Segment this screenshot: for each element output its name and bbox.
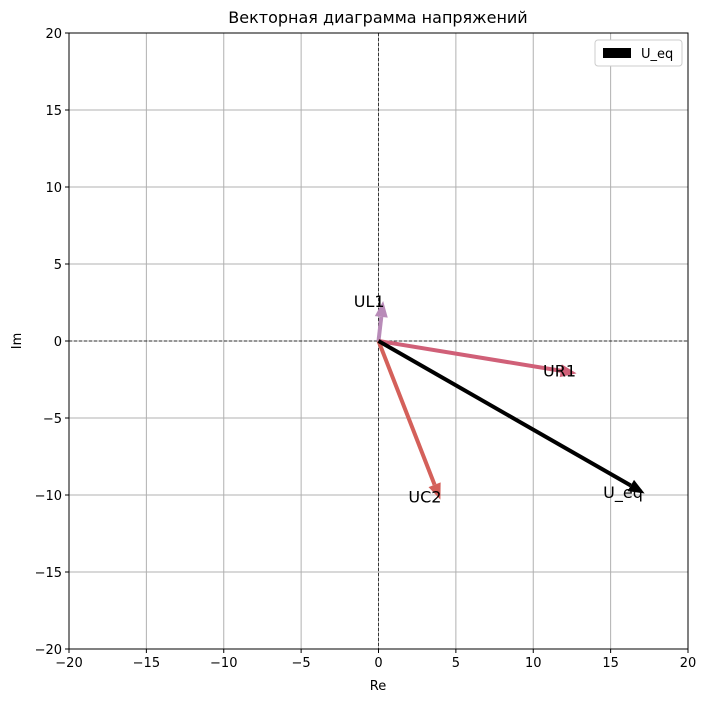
legend: U_eq: [594, 39, 683, 67]
vector-uc2: [376, 340, 441, 500]
vector-u-eq: [377, 339, 645, 494]
vector-ur1: [378, 339, 577, 378]
vector-arrowhead: [559, 364, 577, 378]
x-tick-label: 5: [452, 656, 460, 671]
x-tick-label: −10: [210, 656, 237, 671]
vector-arrowhead: [428, 482, 441, 500]
y-tick-label: −20: [35, 643, 62, 658]
y-tick-label: −10: [35, 489, 62, 504]
legend-box: [594, 39, 683, 67]
x-tick-label: 0: [374, 656, 382, 671]
vector-shaft: [376, 340, 437, 486]
y-tick-label: 20: [45, 27, 62, 42]
legend-swatch: [603, 48, 631, 58]
x-tick-label: 15: [602, 656, 619, 671]
x-tick-label: 10: [525, 656, 542, 671]
legend-label: U_eq: [641, 47, 673, 62]
y-tick-label: −15: [35, 566, 62, 581]
x-tick-label: 20: [680, 656, 697, 671]
vector-ul1: [374, 300, 388, 342]
x-tick-label: −20: [55, 656, 82, 671]
y-tick-label: 0: [54, 335, 62, 350]
vector-arrowhead: [374, 300, 388, 318]
x-tick-label: −5: [292, 656, 311, 671]
y-axis-label: Im: [10, 333, 25, 350]
x-axis-ticks: −20 −15 −10 −5 0 5 10 15 20: [55, 649, 696, 671]
y-axis-ticks: −20 −15 −10 −5 0 5 10 15 20: [35, 27, 69, 658]
vector-shaft: [378, 339, 562, 373]
y-tick-label: 15: [45, 104, 62, 119]
vector-arrowhead: [627, 479, 645, 494]
vector-labels: UL1 UR1 UC2 U_eq: [354, 292, 643, 507]
chart-title: Векторная диаграмма напряжений: [228, 8, 527, 27]
vectors: [374, 300, 645, 500]
x-axis-label: Re: [370, 679, 386, 694]
vector-label: UC2: [408, 488, 441, 507]
vector-label: UR1: [543, 361, 576, 380]
y-tick-label: 5: [54, 258, 62, 273]
vector-shaft: [376, 316, 384, 342]
x-tick-label: −15: [133, 656, 160, 671]
vector-label: U_eq: [603, 483, 643, 503]
vector-shaft: [377, 339, 632, 488]
vector-label: UL1: [354, 292, 385, 311]
y-tick-label: 10: [45, 181, 62, 196]
y-tick-label: −5: [43, 412, 62, 427]
